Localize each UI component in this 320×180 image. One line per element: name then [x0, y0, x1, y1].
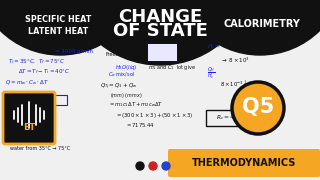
Text: ET: ET — [23, 123, 35, 132]
Text: THERMODYNAMICS: THERMODYNAMICS — [192, 158, 296, 168]
Text: Q5: Q5 — [242, 97, 274, 117]
Text: J/min: J/min — [30, 98, 47, 102]
Text: CALORIMETRY: CALORIMETRY — [224, 19, 300, 29]
Text: $Q_{T_f} = Q_1 + Q_w$: $Q_{T_f} = Q_1 + Q_w$ — [100, 81, 138, 91]
Text: $8\times10^{-3}\ \frac{J}{g}$: $8\times10^{-3}\ \frac{J}{g}$ — [220, 78, 248, 91]
Circle shape — [173, 0, 243, 5]
Text: $Q = m_w \cdot C_w \cdot \Delta T$: $Q = m_w \cdot C_w \cdot \Delta T$ — [5, 79, 49, 87]
Circle shape — [0, 0, 145, 55]
Text: $\rightarrow\ 8\times10^3$: $\rightarrow\ 8\times10^3$ — [220, 55, 250, 65]
Text: $m_1$ and $C_1$  lot give: $m_1$ and $C_1$ lot give — [148, 62, 196, 71]
Circle shape — [136, 162, 144, 170]
FancyBboxPatch shape — [168, 149, 320, 177]
Circle shape — [149, 162, 157, 170]
Circle shape — [65, 0, 255, 65]
Text: SPECIFIC HEAT: SPECIFIC HEAT — [25, 15, 91, 24]
Text: $(mm)\ (mmx)$: $(mm)\ (mmx)$ — [110, 91, 143, 100]
Text: OF STATE: OF STATE — [113, 22, 207, 40]
Text: = 2000 g/min: = 2000 g/min — [55, 50, 93, 55]
Circle shape — [232, 82, 284, 134]
FancyBboxPatch shape — [147, 43, 177, 61]
Text: $H_c =$: $H_c =$ — [207, 42, 221, 51]
Text: $= 7175.44$: $= 7175.44$ — [125, 121, 155, 129]
Text: $= (300\times1\times3)+(50\times1\times3)$: $= (300\times1\times3)+(50\times1\times3… — [115, 111, 194, 120]
Text: $= m_1 c_1 \Delta T + m_2 c_w \Delta T$: $= m_1 c_1 \Delta T + m_2 c_w \Delta T$ — [108, 101, 164, 109]
Text: 5 mg ↑: 5 mg ↑ — [106, 46, 124, 51]
Circle shape — [162, 162, 170, 170]
Text: $T_i = 35°C$,  $T_f = 75°C$: $T_i = 35°C$, $T_f = 75°C$ — [8, 58, 65, 66]
Text: $\Delta T = T_f - T_i = 40°C$: $\Delta T = T_f - T_i = 40°C$ — [18, 68, 70, 76]
Text: $\frac{Q_H}{H_c}$: $\frac{Q_H}{H_c}$ — [207, 65, 216, 81]
Text: $C_w$ mix/sol: $C_w$ mix/sol — [108, 71, 135, 79]
Circle shape — [175, 0, 320, 55]
Circle shape — [77, 0, 147, 5]
FancyBboxPatch shape — [3, 92, 55, 144]
Text: $H_2O(liq)$: $H_2O(liq)$ — [115, 62, 138, 71]
Text: $R_c = 42\ g/min$: $R_c = 42\ g/min$ — [216, 114, 258, 123]
Text: $= 2\times40$: $= 2\times40$ — [22, 90, 48, 98]
Text: LATENT HEAT: LATENT HEAT — [28, 26, 88, 35]
Text: CHANGE: CHANGE — [118, 8, 202, 26]
Text: Freezer: Freezer — [106, 51, 124, 57]
Text: water from 35°C → 75°C: water from 35°C → 75°C — [10, 145, 70, 150]
